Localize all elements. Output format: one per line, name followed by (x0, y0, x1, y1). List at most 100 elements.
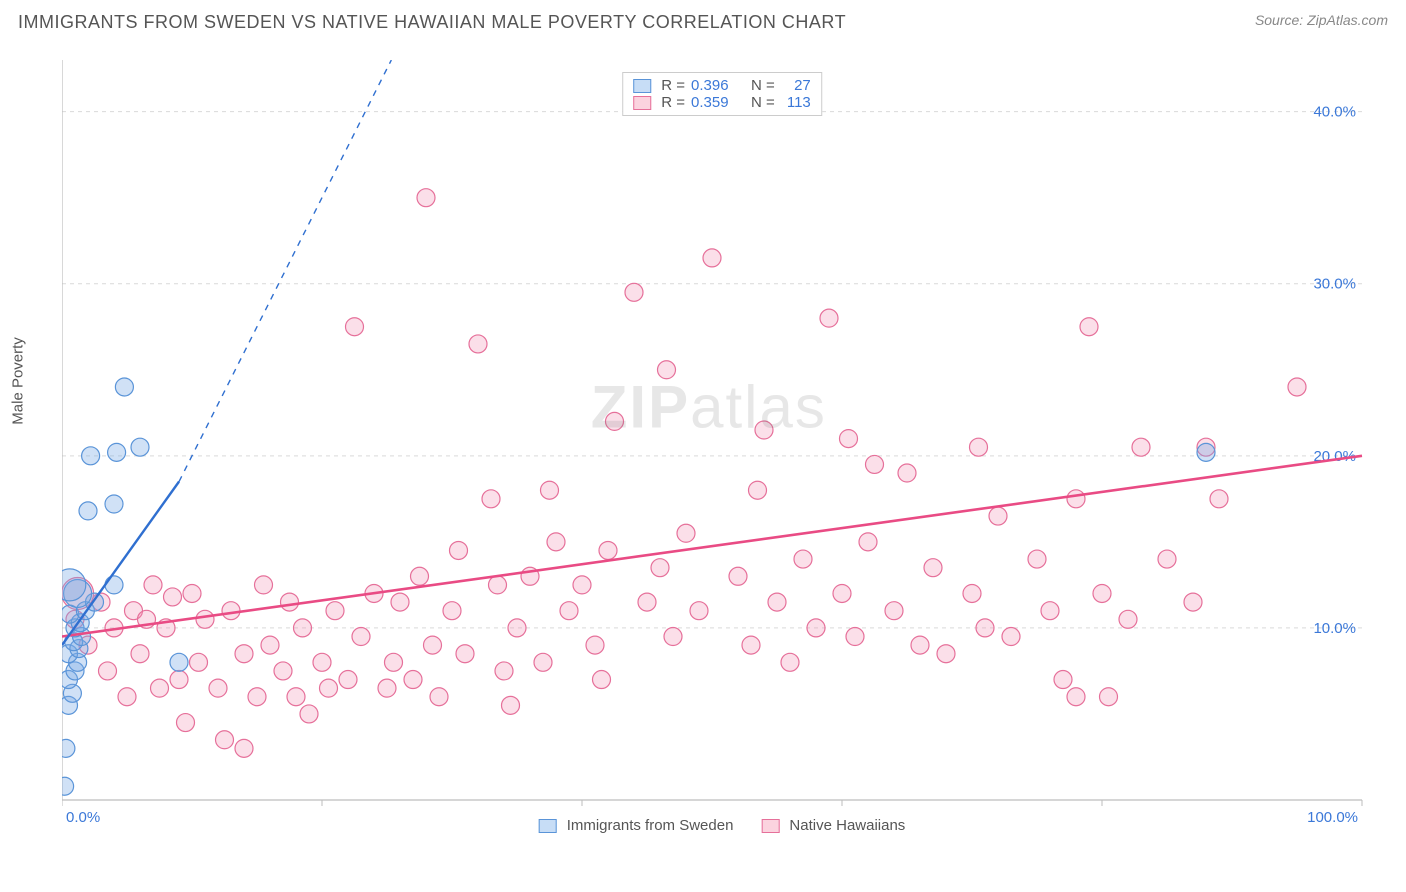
hawaiian-point (664, 628, 682, 646)
source-name: ZipAtlas.com (1307, 12, 1388, 28)
hawaiian-point (911, 636, 929, 654)
hawaiian-point (183, 584, 201, 602)
hawaiian-point (1041, 602, 1059, 620)
hawaiian-point (482, 490, 500, 508)
hawaiian-point (391, 593, 409, 611)
hawaiian-point (1158, 550, 1176, 568)
hawaiian-point (1100, 688, 1118, 706)
hawaiian-point (170, 671, 188, 689)
hawaiian-point (963, 584, 981, 602)
legend-label: Native Hawaiians (789, 817, 905, 834)
hawaiian-point (599, 541, 617, 559)
legend-item: Native Hawaiians (761, 817, 905, 834)
hawaiian-point (638, 593, 656, 611)
hawaiian-point (1184, 593, 1202, 611)
sweden-point (131, 438, 149, 456)
sweden-point (62, 739, 75, 757)
sweden-point (170, 653, 188, 671)
y-axis-label: Male Poverty (10, 337, 27, 425)
hawaiian-point (1054, 671, 1072, 689)
hawaiian-point (144, 576, 162, 594)
hawaiian-point (99, 662, 117, 680)
hawaiian-point (1080, 318, 1098, 336)
hawaiian-point (177, 714, 195, 732)
hawaiian-point (729, 567, 747, 585)
sweden-point (105, 576, 123, 594)
hawaiian-point (833, 584, 851, 602)
hawaiian-point (274, 662, 292, 680)
x-tick-label: 0.0% (66, 809, 100, 826)
hawaiian-point (573, 576, 591, 594)
hawaiian-point (151, 679, 169, 697)
hawaiian-point (417, 189, 435, 207)
hawaiian-point (560, 602, 578, 620)
r-label: R = (661, 77, 685, 94)
r-value: 0.396 (691, 77, 739, 94)
sweden-point (108, 443, 126, 461)
n-value: 27 (781, 77, 811, 94)
y-tick-label: 30.0% (1313, 276, 1356, 293)
source-prefix: Source: (1255, 12, 1307, 28)
legend-item: Immigrants from Sweden (539, 817, 734, 834)
scatter-chart: 10.0%20.0%30.0%40.0%0.0%100.0% (62, 60, 1382, 830)
hawaiian-point (1002, 628, 1020, 646)
x-tick-label: 100.0% (1307, 809, 1358, 826)
hawaiian-point (489, 576, 507, 594)
hawaiian-point (606, 412, 624, 430)
hawaiian-point (807, 619, 825, 637)
n-label: N = (751, 94, 775, 111)
hawaiian-point (190, 653, 208, 671)
hawaiian-point (1210, 490, 1228, 508)
hawaiian-point (424, 636, 442, 654)
hawaiian-point (749, 481, 767, 499)
hawaiian-point (209, 679, 227, 697)
source-attribution: Source: ZipAtlas.com (1255, 12, 1388, 28)
hawaiian-point (541, 481, 559, 499)
sweden-point (79, 502, 97, 520)
correlation-legend: R =0.396N =27R =0.359N =113 (622, 72, 822, 116)
hawaiian-point (131, 645, 149, 663)
hawaiian-point (495, 662, 513, 680)
hawaiian-point (508, 619, 526, 637)
hawaiian-point (859, 533, 877, 551)
hawaiian-point (534, 653, 552, 671)
hawaiian-point (469, 335, 487, 353)
hawaiian-point (866, 455, 884, 473)
hawaiian-point (320, 679, 338, 697)
hawaiian-point (703, 249, 721, 267)
hawaiian-point (1067, 688, 1085, 706)
hawaiian-point (378, 679, 396, 697)
hawaiian-point (677, 524, 695, 542)
hawaiian-point (255, 576, 273, 594)
hawaiian-point (411, 567, 429, 585)
hawaiian-point (287, 688, 305, 706)
hawaiian-point (658, 361, 676, 379)
hawaiian-point (768, 593, 786, 611)
legend-row: R = 0.396 N = 27 (633, 77, 811, 94)
sweden-point (115, 378, 133, 396)
hawaiian-point (781, 653, 799, 671)
hawaiian-point (404, 671, 422, 689)
chart-title: IMMIGRANTS FROM SWEDEN VS NATIVE HAWAIIA… (18, 12, 846, 33)
sweden-point (82, 447, 100, 465)
hawaiian-point (970, 438, 988, 456)
hawaiian-point (1119, 610, 1137, 628)
legend-swatch (761, 819, 779, 833)
hawaiian-point (118, 688, 136, 706)
hawaiian-point (1028, 550, 1046, 568)
hawaiian-point (502, 696, 520, 714)
plot-area: ZIPatlas 10.0%20.0%30.0%40.0%0.0%100.0% … (62, 60, 1382, 830)
hawaiian-point (326, 602, 344, 620)
hawaiian-point (924, 559, 942, 577)
hawaiian-point (261, 636, 279, 654)
hawaiian-point (352, 628, 370, 646)
hawaiian-point (294, 619, 312, 637)
hawaiian-point (313, 653, 331, 671)
hawaiian-point (300, 705, 318, 723)
legend-label: Immigrants from Sweden (567, 817, 734, 834)
hawaiian-point (1067, 490, 1085, 508)
n-label: N = (751, 77, 775, 94)
hawaiian-point (755, 421, 773, 439)
hawaiian-point (443, 602, 461, 620)
y-tick-label: 10.0% (1313, 620, 1356, 637)
